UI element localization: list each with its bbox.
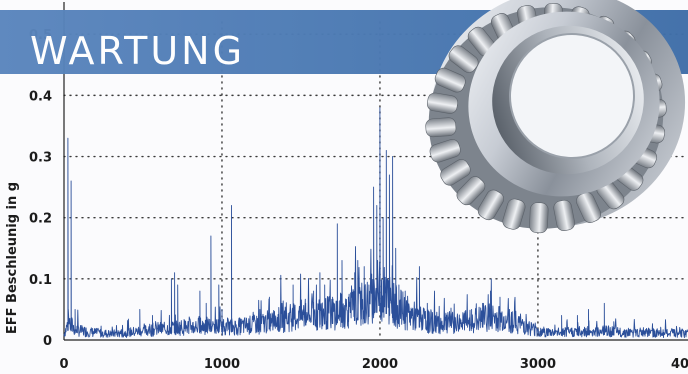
bearing-roller [529, 202, 549, 234]
x-tick-label: 40 [671, 357, 688, 372]
bearing-roller [426, 92, 459, 114]
y-tick-label: 0 [43, 334, 52, 349]
bearing-roller [448, 45, 479, 73]
y-tick-label: 0.2 [29, 212, 52, 227]
bearing-roller [440, 159, 471, 186]
x-tick-label: 3000 [520, 357, 556, 372]
bearing-roller [502, 198, 526, 230]
x-tick-label: 2000 [362, 357, 398, 372]
y-tick-label: 0.3 [29, 151, 52, 166]
bearing-roller [477, 189, 504, 221]
bearing-roller [456, 176, 486, 206]
bearing-roller [553, 199, 575, 232]
x-tick-label: 1000 [204, 357, 240, 372]
spectrum-series-line [63, 107, 688, 339]
y-axis-label: EFF Beschleunig in g [5, 182, 20, 334]
banner-title: WARTUNG [30, 29, 246, 73]
x-tick-label: 0 [59, 357, 68, 372]
roller-bearing-illustration [425, 0, 686, 234]
bearing-roller [429, 139, 461, 163]
y-tick-label: 0.1 [29, 273, 52, 288]
bearing-roller [434, 67, 466, 93]
y-tick-label: 0.4 [29, 89, 52, 104]
bearing-roller [425, 117, 457, 138]
chart-series-layer [63, 107, 688, 339]
